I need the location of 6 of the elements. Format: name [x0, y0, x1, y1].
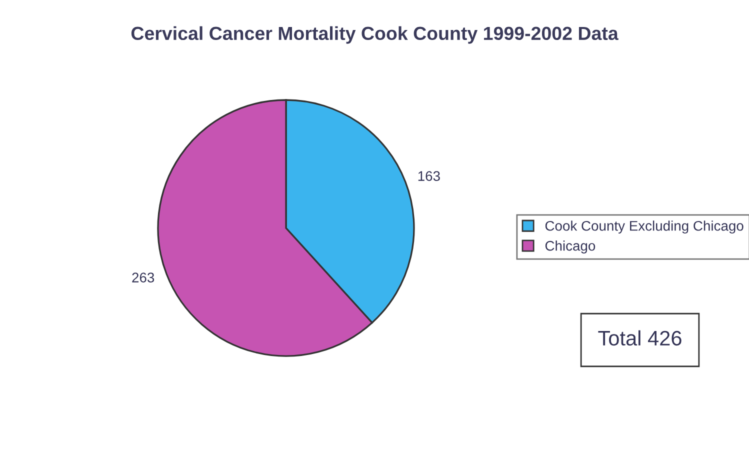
- data-label: 263: [132, 272, 154, 282]
- chart-title: Cervical Cancer Mortality Cook County 1999-2002 Data: [131, 26, 618, 44]
- legend-label: Chicago: [545, 240, 596, 254]
- legend-label: Cook County Excluding Chicago: [545, 220, 744, 234]
- text: Total 426: [598, 330, 682, 346]
- data-label: 163: [418, 171, 440, 181]
